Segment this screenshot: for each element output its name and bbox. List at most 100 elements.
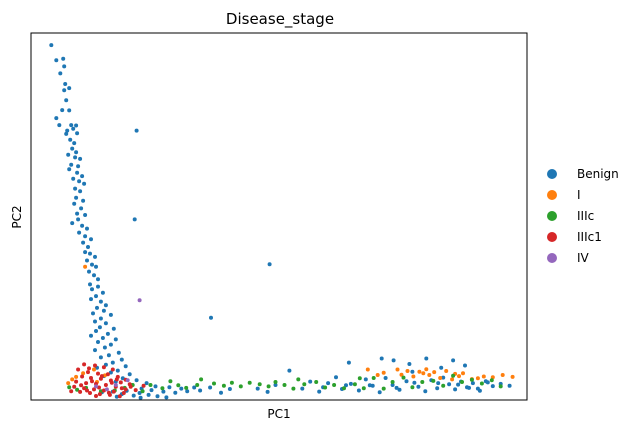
point-benign-87 — [93, 348, 97, 353]
point-iiic-28 — [332, 383, 337, 387]
point-benign-12 — [57, 123, 62, 128]
point-i-14 — [411, 374, 416, 379]
point-benign-60 — [92, 273, 96, 278]
point-benign-174 — [367, 383, 372, 388]
point-benign-119 — [155, 394, 160, 399]
point-benign-182 — [485, 380, 490, 385]
point-i-4 — [92, 367, 96, 372]
point-benign-80 — [105, 331, 110, 336]
point-benign-158 — [470, 381, 475, 386]
point-i-22 — [457, 374, 461, 379]
point-benign-128 — [227, 387, 232, 391]
point-benign-48 — [77, 230, 82, 235]
point-benign-163 — [507, 383, 512, 388]
point-benign-68 — [98, 299, 103, 304]
point-benign-74 — [98, 316, 103, 321]
point-benign-105 — [153, 384, 158, 389]
legend-label-i: I — [577, 188, 581, 202]
point-iiic1-24 — [92, 387, 96, 392]
point-benign-67 — [89, 297, 93, 302]
point-i-31 — [421, 371, 426, 376]
point-iiic1-32 — [117, 394, 122, 399]
chart-title: Disease_stage — [226, 10, 334, 29]
point-benign-164 — [346, 360, 351, 365]
point-benign-14 — [69, 123, 74, 128]
point-iiic-29 — [342, 386, 346, 391]
point-iiic1-25 — [101, 388, 106, 393]
point-i-10 — [381, 370, 386, 375]
point-benign-165 — [379, 356, 384, 361]
point-benign-51 — [81, 240, 86, 245]
point-benign-66 — [94, 294, 98, 299]
point-iiic-16 — [221, 383, 226, 388]
legend-label-benign: Benign — [577, 167, 619, 181]
point-benign-47 — [85, 226, 89, 231]
point-benign-49 — [83, 234, 88, 239]
point-iiic-11 — [176, 383, 181, 388]
point-iiic1-22 — [72, 384, 77, 389]
point-benign-22 — [70, 146, 75, 151]
point-benign-117 — [173, 390, 178, 395]
point-benign-52 — [86, 245, 90, 249]
point-benign-0 — [49, 43, 54, 48]
point-benign-179 — [436, 381, 441, 386]
point-benign-36 — [78, 189, 83, 194]
point-i-28 — [500, 373, 505, 377]
point-benign-33 — [77, 179, 82, 184]
point-iiic-13 — [195, 383, 200, 387]
point-i-2 — [70, 377, 75, 382]
point-benign-122 — [114, 394, 119, 399]
point-i-1 — [74, 374, 79, 379]
point-benign-41 — [75, 211, 80, 216]
point-benign-133 — [300, 386, 305, 391]
point-benign-72 — [91, 311, 95, 316]
point-benign-39 — [72, 201, 77, 206]
point-benign-24 — [66, 152, 71, 157]
point-benign-176 — [456, 382, 461, 387]
point-benign-1 — [61, 56, 66, 61]
legend: Benign I IIIc IIIc1 IV — [547, 167, 619, 265]
point-iv-0 — [137, 298, 142, 303]
point-benign-5 — [63, 82, 68, 86]
point-iiic1-39 — [119, 386, 124, 391]
point-benign-40 — [79, 206, 84, 211]
point-benign-18 — [68, 137, 73, 142]
point-benign-141 — [363, 377, 368, 382]
point-iiic-12 — [184, 385, 189, 390]
point-benign-108 — [179, 386, 184, 391]
point-benign-6 — [67, 86, 72, 91]
point-iiic-21 — [266, 384, 271, 389]
point-benign-103 — [144, 381, 149, 386]
point-iiic-39 — [441, 383, 446, 388]
point-benign-77 — [97, 325, 102, 330]
point-iiic-36 — [410, 385, 415, 390]
point-iiic1-41 — [97, 385, 101, 390]
point-iiic-19 — [247, 380, 252, 385]
point-benign-181 — [394, 385, 399, 390]
point-benign-37 — [74, 195, 79, 200]
point-benign-81 — [89, 333, 93, 338]
point-benign-32 — [71, 176, 76, 181]
point-benign-148 — [410, 369, 415, 374]
point-benign-86 — [102, 345, 107, 350]
point-benign-35 — [73, 186, 78, 191]
point-iiic1-1 — [93, 363, 97, 368]
point-iiic-27 — [323, 385, 328, 390]
point-i-26 — [481, 374, 486, 379]
point-benign-134 — [308, 379, 313, 384]
point-benign-83 — [113, 337, 118, 342]
point-iiic-41 — [460, 380, 464, 384]
point-iiic1-37 — [99, 374, 104, 379]
point-iiic-33 — [381, 386, 386, 391]
point-benign-58 — [94, 264, 98, 269]
point-iiic-17 — [229, 380, 234, 385]
point-benign-124 — [138, 395, 143, 400]
point-benign-38 — [81, 198, 86, 203]
legend-marker-iiic1 — [547, 232, 557, 242]
point-benign-98 — [127, 372, 132, 377]
point-benign-91 — [119, 357, 124, 362]
point-benign-137 — [334, 375, 338, 380]
point-benign-145 — [390, 383, 395, 387]
point-benign-27 — [69, 162, 74, 167]
point-benign-54 — [88, 251, 92, 256]
